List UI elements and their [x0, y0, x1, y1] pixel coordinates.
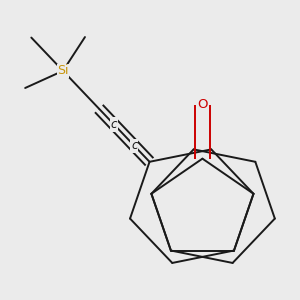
Text: c: c — [111, 118, 117, 131]
Text: O: O — [197, 98, 208, 111]
Text: c: c — [131, 139, 138, 152]
Text: Si: Si — [57, 64, 69, 77]
